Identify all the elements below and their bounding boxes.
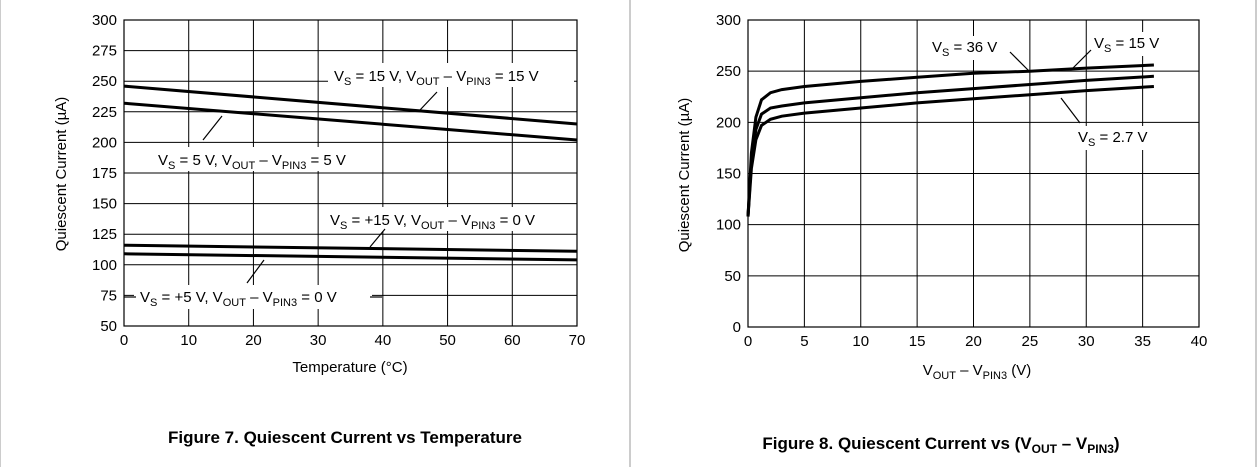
x-tick-label: 20 [965,333,982,350]
annotation-vs5-vout0: VS = +5 V, VOUT – VPIN3 = 0 V [140,289,337,309]
y-tick-label: 275 [92,43,117,60]
vout-series-line-3 [746,85,1154,217]
y-tick-label: 175 [92,165,117,182]
x-axis-label: VOUT – VPIN3 (V) [923,362,1032,382]
annotation-bg [928,36,1010,60]
tick-labels: 0 5 10 15 20 25 30 35 40 0 50 100 150 200 250 300 [716,12,1207,350]
x-tick-label: 40 [375,332,392,349]
x-tick-label: 35 [1134,333,1151,350]
y-axis-label: Quiescent Current (µA) [676,98,693,253]
annotation-bg [320,207,566,231]
x-tick-label: 30 [310,332,327,349]
x-tick-label: 10 [180,332,197,349]
y-tick-label: 125 [92,226,117,243]
plot-area-frame [747,19,1200,328]
y-tick-label: 250 [92,73,117,90]
y-tick-label: 300 [716,12,741,29]
y-tick-label: 300 [92,12,117,29]
x-tick-label: 10 [852,333,869,350]
temp-series-line-4 [123,252,578,262]
grid [747,19,1200,328]
series-lines [123,84,578,262]
x-tick-label: 25 [1022,333,1039,350]
y-tick-label: 150 [716,166,741,183]
chart-title: Figure 8. Quiescent Current vs (VOUT – V… [762,434,1119,456]
vout-series-line-2 [746,74,1154,217]
chart-quiescent-vs-temperature: VS = 15 V, VOUT – VPIN3 = 15 V VS = 5 V,… [53,12,585,447]
x-tick-label: 70 [569,332,586,349]
x-tick-label: 0 [744,333,752,350]
x-tick-label: 40 [1191,333,1208,350]
x-tick-label: 5 [800,333,808,350]
annotation-bg [1090,32,1174,56]
chart-quiescent-vs-vout-vpin3: VS = 36 V VS = 15 V VS = 2.7 V 0 5 10 15 20 2… [676,12,1207,456]
annotation-vs2-7: VS = 2.7 V [1078,129,1147,149]
annotation-vs36: VS = 36 V [932,39,997,59]
chart-title: Figure 7. Quiescent Current vs Temperatu… [168,428,522,447]
leader-line [1009,51,1031,73]
plot-area-frame [123,19,578,327]
y-tick-label: 200 [716,114,741,131]
y-tick-label: 200 [92,134,117,151]
x-tick-label: 15 [909,333,926,350]
y-tick-label: 150 [92,196,117,213]
x-tick-label: 0 [120,332,128,349]
leader-line [202,115,223,141]
annotation-vs15-vout0: VS = +15 V, VOUT – VPIN3 = 0 V [330,212,535,232]
y-tick-label: 0 [733,319,741,336]
temp-series-line-3 [123,243,578,253]
y-tick-label: 50 [724,268,741,285]
x-axis-label: Temperature (°C) [292,359,407,376]
y-tick-label: 225 [92,104,117,121]
y-axis-label: Quiescent Current (µA) [53,97,70,252]
leader-line [369,228,386,248]
y-tick-label: 250 [716,63,741,80]
y-tick-label: 100 [92,257,117,274]
temp-series-line-2 [123,101,578,142]
annotation-vs15-vout15: VS = 15 V, VOUT – VPIN3 = 15 V [334,68,539,88]
leader-line [246,259,265,284]
y-tick-label: 100 [716,217,741,234]
annotation-bg [134,285,372,309]
annotation-bg [152,147,372,171]
annotation-bg [1074,126,1166,150]
x-tick-label: 50 [439,332,456,349]
annotation-vs15: VS = 15 V [1094,35,1159,55]
y-tick-label: 50 [100,318,117,335]
tick-labels: 0 10 20 30 40 50 60 70 50 75 100 125 150 175 200 225 250… [92,12,585,349]
leader-line [419,91,438,111]
annotation-bg [328,63,574,87]
temp-series-line-1 [123,84,578,126]
y-tick-label: 75 [100,287,117,304]
x-tick-label: 30 [1078,333,1095,350]
leader-line [1070,49,1092,71]
x-tick-label: 60 [504,332,521,349]
annotation-vs5-vout5: VS = 5 V, VOUT – VPIN3 = 5 V [158,152,346,172]
leader-line [1060,97,1081,124]
x-tick-label: 20 [245,332,262,349]
